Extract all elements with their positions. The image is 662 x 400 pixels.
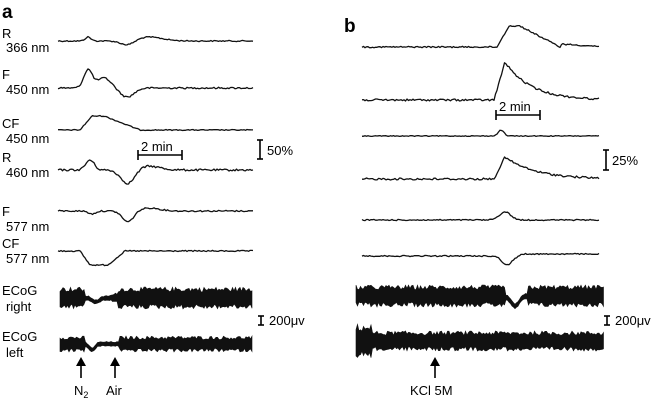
n2-label: N2 (74, 383, 88, 400)
trace-ecog-left (59, 335, 253, 353)
trace-b-ecog-left (355, 323, 604, 358)
trace-label-f577-l1: F (2, 204, 10, 219)
trace-r460 (57, 159, 254, 185)
panel-a-traces (57, 35, 254, 353)
trace-label-ecog-right-l2: right (6, 299, 32, 314)
trace-cf450 (57, 114, 253, 132)
panel-b-amp-scale: 25% (603, 149, 638, 171)
trace-f577 (57, 207, 253, 223)
trace-b-4 (362, 156, 600, 181)
panel-b-time-scale-label: 2 min (499, 99, 531, 114)
trace-b-ecog-right (355, 284, 604, 310)
trace-f450 (57, 68, 254, 98)
trace-label-cf450-l1: CF (2, 116, 19, 131)
trace-b-5 (361, 211, 600, 222)
trace-label-r366-l1: R (2, 26, 11, 41)
n2-arrow-icon (76, 357, 86, 378)
trace-label-ecog-left-l2: left (6, 345, 24, 360)
panel-a-time-scale-label: 2 min (141, 139, 173, 154)
panel-a-amp-scale-label: 50% (267, 143, 293, 158)
trace-cf577 (57, 249, 254, 267)
trace-label-f450-l2: 450 nm (6, 82, 49, 97)
trace-b-2 (361, 62, 600, 102)
trace-label-ecog-left-l1: ECoG (2, 329, 37, 344)
panel-a-amp-scale: 50% (257, 139, 293, 160)
panel-b-letter: b (344, 16, 356, 37)
trace-label-cf577-l2: 577 nm (6, 251, 49, 266)
trace-label-r366-l2: 366 nm (6, 40, 49, 55)
panel-a-letter: a (2, 2, 13, 23)
panel-a-ecog-scale-label: 200μv (269, 313, 305, 328)
trace-ecog-right (59, 286, 253, 310)
panel-b-ecog-scale: 200μv (604, 313, 651, 328)
panel-b-amp-scale-label: 25% (612, 153, 638, 168)
kcl-label: KCl 5M (410, 383, 453, 398)
panel-b-ecog-scale-label: 200μv (615, 313, 651, 328)
trace-label-r460-l1: R (2, 150, 11, 165)
trace-label-cf577-l1: CF (2, 236, 19, 251)
trace-label-r460-l2: 460 nm (6, 165, 49, 180)
trace-label-f577-l2: 577 nm (6, 219, 49, 234)
trace-b-6 (361, 252, 600, 266)
trace-b-1 (361, 24, 600, 49)
trace-b-3 (361, 129, 600, 138)
panel-a-ecog-scale: 200μv (258, 313, 305, 328)
air-arrow-icon (110, 357, 120, 378)
panel-b-time-scale: 2 min (495, 99, 541, 120)
trace-label-cf450-l2: 450 nm (6, 131, 49, 146)
kcl-arrow-icon (430, 357, 440, 378)
trace-label-f450-l1: F (2, 67, 10, 82)
panel-a-time-scale: 2 min (137, 139, 183, 160)
air-label: Air (106, 383, 123, 398)
panel-a-trace-labels: R 366 nm F 450 nm CF 450 nm R 460 nm F 5… (2, 26, 49, 360)
trace-r366 (57, 35, 254, 46)
trace-label-ecog-right-l1: ECoG (2, 283, 37, 298)
panel-b-traces (355, 24, 604, 358)
